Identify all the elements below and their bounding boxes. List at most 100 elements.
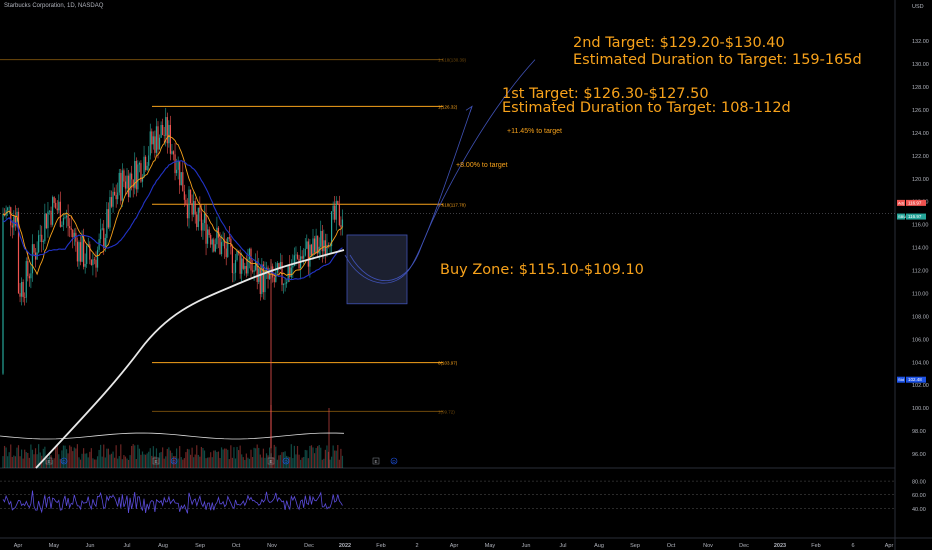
candle-body — [19, 293, 21, 297]
time-tick-label: Dec — [304, 543, 314, 549]
candle-body — [126, 175, 128, 189]
candle-body — [109, 197, 111, 228]
time-tick-label: Sep — [195, 543, 205, 549]
volume-bar — [335, 450, 337, 468]
volume-bar — [180, 457, 182, 468]
candle — [332, 201, 334, 220]
candle — [231, 244, 233, 283]
candle-body — [52, 197, 54, 225]
arrow-head — [465, 105, 473, 113]
volume-bar — [13, 455, 15, 468]
candle-body — [248, 248, 251, 259]
candle — [306, 234, 308, 250]
price-axis[interactable]: 132.00 130.00 128.00 126.00 124.00 122.00 120.… — [897, 4, 929, 513]
volume-bar — [169, 450, 171, 468]
candle-body — [135, 160, 137, 190]
volume-bar — [304, 449, 306, 468]
volume-bar — [309, 445, 311, 468]
candle — [286, 279, 288, 288]
candle — [151, 128, 153, 154]
candle-body — [282, 283, 285, 285]
volume-bar — [143, 454, 145, 468]
volume-bar — [341, 455, 344, 468]
volume-bar — [95, 459, 97, 468]
buy-zone-label: Buy Zone: $115.10-$109.10 — [440, 262, 644, 278]
candle-body — [298, 258, 300, 269]
time-axis[interactable]: Apr May Jun Jul Aug Sep Oct Nov Dec 2022 Feb 2 Apr Ma… — [14, 543, 894, 549]
candle — [191, 194, 193, 222]
time-tick-label: Feb — [376, 543, 385, 549]
candle — [107, 202, 109, 229]
candle-body — [205, 213, 207, 244]
volume-bar — [132, 444, 134, 468]
candle — [301, 250, 303, 262]
candle — [76, 237, 78, 267]
volume-bar — [34, 448, 37, 468]
candle — [337, 200, 339, 205]
candle — [341, 209, 344, 236]
candle — [129, 172, 131, 198]
candle-body — [207, 229, 209, 244]
candle — [205, 204, 207, 256]
sma-white-line — [35, 249, 345, 469]
candle-body — [290, 267, 292, 277]
volume-bar — [233, 447, 235, 468]
candle — [41, 225, 43, 253]
candle-body — [306, 241, 308, 249]
candle — [171, 144, 173, 155]
volume-bar — [69, 445, 71, 468]
volume-bar — [275, 446, 277, 468]
candle — [210, 233, 212, 248]
candle — [338, 195, 340, 227]
candle-body — [166, 117, 168, 144]
candle-body — [245, 266, 247, 274]
candle-body — [132, 179, 134, 188]
candle — [109, 190, 111, 232]
candle-body — [222, 241, 224, 243]
candle — [86, 243, 88, 268]
volume-bar — [253, 447, 255, 468]
volume-bar — [146, 453, 148, 468]
badge-label: Std — [898, 377, 904, 382]
candle-body — [179, 161, 181, 186]
badge-value-bg — [906, 213, 926, 220]
candle — [25, 257, 27, 303]
volume-bar — [332, 445, 334, 468]
candle-body — [42, 241, 44, 243]
volume-bar — [158, 452, 161, 468]
badge-label-bg — [897, 213, 905, 220]
candle-body — [86, 245, 88, 264]
candle — [177, 156, 179, 180]
candle — [93, 256, 96, 265]
candle — [282, 283, 285, 294]
volume-bar — [24, 449, 26, 468]
volume-bar — [165, 456, 167, 468]
candle — [48, 210, 51, 215]
candle-body — [320, 230, 322, 247]
candle-body — [180, 172, 182, 186]
candle — [98, 233, 100, 253]
icon-text: D — [392, 459, 396, 464]
candle-body — [33, 244, 35, 253]
volume-bar — [81, 453, 83, 468]
candle — [230, 235, 232, 255]
candle-body — [177, 161, 179, 170]
candle-body — [165, 117, 167, 136]
candle-body — [189, 189, 192, 204]
candle — [44, 203, 46, 244]
volume-bar — [5, 447, 7, 468]
candle-body — [332, 205, 334, 212]
candle-body — [174, 154, 176, 174]
candle — [323, 229, 325, 259]
dividend-icon: D — [282, 457, 290, 465]
candle — [19, 282, 21, 303]
candle — [259, 264, 261, 301]
candle — [36, 241, 38, 260]
badge-value: 102.48 — [908, 377, 922, 382]
volume-bar — [205, 458, 207, 468]
icon-text: E — [269, 459, 272, 464]
target1-line1: 1st Target: $126.30-$127.50 — [502, 86, 709, 102]
candle — [92, 253, 94, 276]
candle — [21, 277, 23, 306]
